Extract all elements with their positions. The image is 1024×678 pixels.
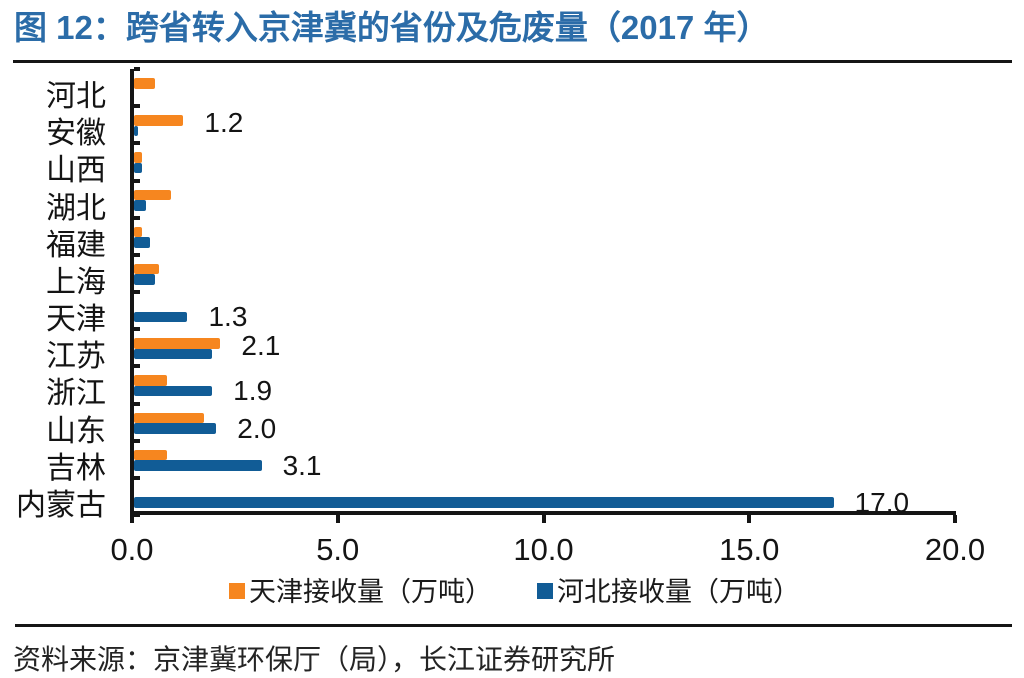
category-label: 天津 [46, 303, 106, 337]
x-axis-tick [953, 515, 957, 523]
legend-swatch-hebei [537, 582, 553, 599]
x-axis-tick [747, 515, 752, 523]
y-axis-tick [134, 475, 140, 480]
category-label: 吉林 [46, 451, 106, 485]
bar-内蒙古-hebei [134, 497, 834, 508]
category-label: 安徽 [46, 117, 106, 151]
bar-浙江-tianjin [134, 375, 167, 386]
y-axis-line [130, 69, 134, 515]
y-axis-tick [134, 178, 140, 183]
bar-湖北-hebei [134, 200, 147, 211]
bar-value-label: 3.1 [282, 449, 322, 481]
bar-湖北-tianjin [134, 189, 172, 201]
y-axis-tick [134, 327, 140, 332]
bar-山西-hebei [134, 162, 143, 174]
x-axis-tick [541, 515, 546, 523]
legend-label-hebei: 河北接收量（万吨） [557, 577, 800, 607]
category-label: 山东 [46, 414, 106, 448]
category-label: 湖北 [46, 191, 106, 225]
bar-天津-hebei [134, 311, 188, 323]
category-label: 内蒙古 [16, 488, 106, 522]
x-axis-label: 15.0 [719, 532, 780, 567]
bar-吉林-hebei [134, 460, 262, 471]
x-axis-label: 0.0 [110, 532, 154, 567]
category-label: 浙江 [46, 377, 106, 411]
bar-上海-hebei [134, 274, 155, 285]
legend-swatch-tianjin [229, 582, 245, 599]
x-axis-label: 20.0 [924, 532, 986, 567]
y-axis-tick [134, 364, 140, 369]
y-axis-tick [134, 215, 140, 220]
category-label: 山西 [46, 154, 106, 188]
bar-上海-tianjin [134, 263, 159, 275]
bar-浙江-hebei [134, 385, 213, 397]
bar-value-label: 1.9 [233, 375, 273, 407]
bar-山东-hebei [134, 423, 217, 434]
bar-山西-tianjin [134, 152, 143, 163]
x-axis-tick [335, 515, 340, 523]
bar-value-label: 1.2 [204, 106, 244, 138]
bar-江苏-tianjin [134, 338, 221, 349]
bar-安徽-tianjin [134, 115, 184, 126]
bar-安徽-hebei [134, 125, 139, 137]
x-axis-tick [130, 515, 134, 523]
y-axis-tick [134, 104, 140, 109]
x-axis-label: 10.0 [513, 532, 574, 567]
y-axis-tick [134, 67, 140, 71]
y-axis-tick [134, 252, 140, 257]
bar-河北-tianjin [134, 78, 155, 89]
bar-山东-tianjin [134, 412, 204, 424]
title-rule [13, 59, 1012, 63]
y-axis-tick [134, 141, 140, 146]
bar-福建-tianjin [134, 226, 143, 238]
legend-label-tianjin: 天津接收量（万吨） [249, 577, 492, 607]
bar-value-label: 2.1 [241, 329, 281, 361]
source-rule [15, 624, 1012, 627]
x-axis-label: 5.0 [316, 532, 360, 567]
bar-福建-hebei [134, 237, 151, 248]
bar-吉林-tianjin [134, 449, 167, 461]
y-axis-tick [134, 401, 140, 406]
bar-value-label: 1.3 [208, 301, 248, 333]
y-axis-tick [134, 438, 140, 443]
category-label: 福建 [46, 228, 106, 262]
x-axis-line [130, 511, 956, 515]
category-label: 河北 [46, 80, 106, 114]
bar-value-label: 2.0 [237, 412, 277, 444]
bar-江苏-hebei [134, 348, 213, 360]
category-label: 江苏 [46, 340, 106, 374]
y-axis-tick [134, 513, 140, 517]
category-label: 上海 [46, 265, 106, 299]
source-note: 资料来源：京津冀环保厅（局），长江证券研究所 [13, 644, 616, 675]
y-axis-tick [134, 290, 140, 294]
bar-value-label: 17.0 [854, 486, 910, 518]
figure-title: 图 12：跨省转入京津冀的省份及危废量（2017 年） [14, 9, 770, 46]
